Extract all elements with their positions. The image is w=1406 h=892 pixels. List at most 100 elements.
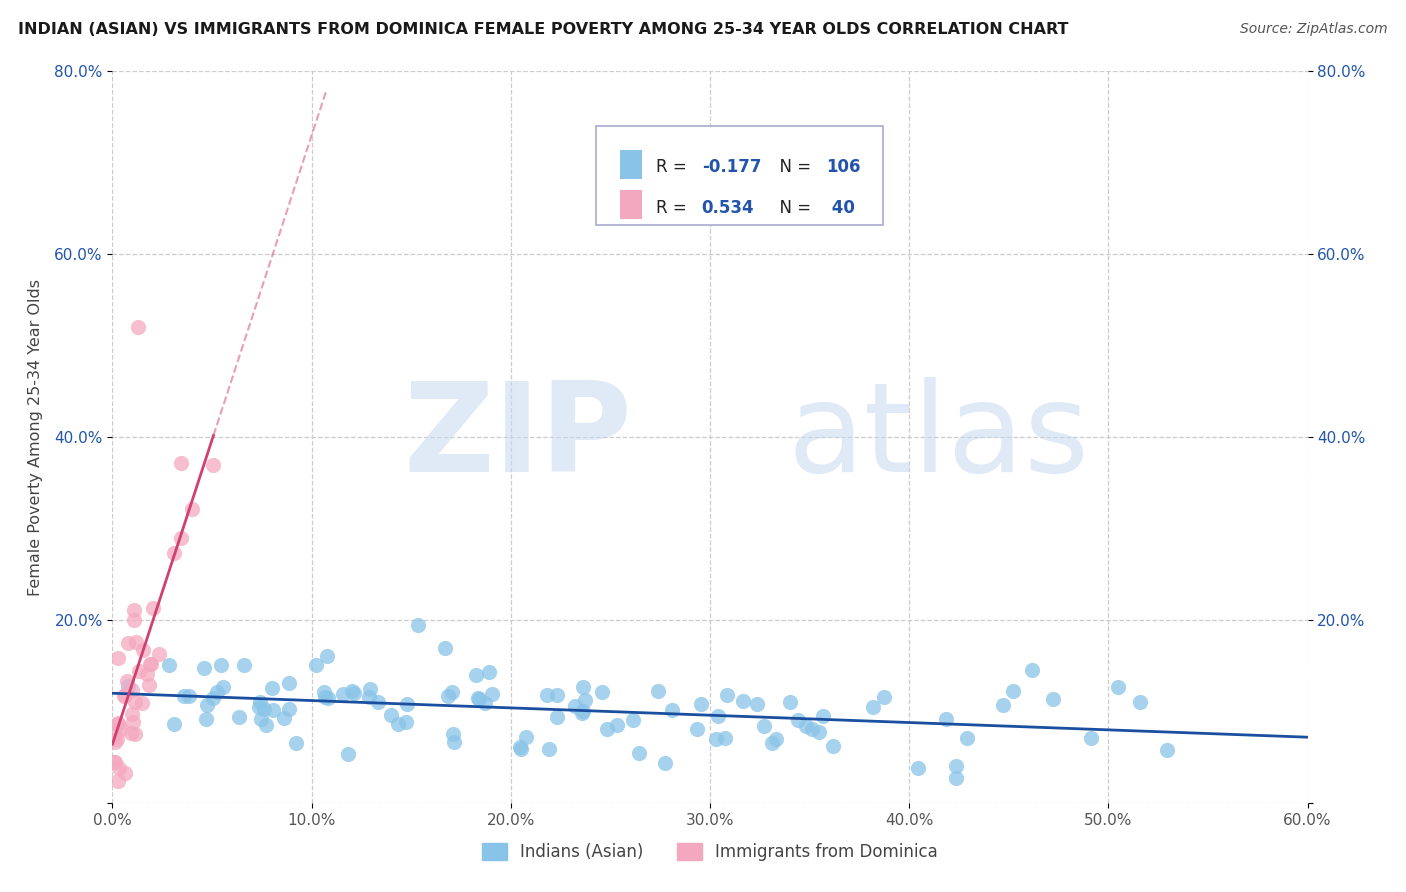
- Point: [654, 756, 676, 770]
- Point: [436, 689, 458, 703]
- FancyBboxPatch shape: [620, 190, 643, 219]
- Text: INDIAN (ASIAN) VS IMMIGRANTS FROM DOMINICA FEMALE POVERTY AMONG 25-34 YEAR OLDS : INDIAN (ASIAN) VS IMMIGRANTS FROM DOMINI…: [18, 22, 1069, 37]
- Point: [357, 690, 380, 705]
- Point: [359, 681, 381, 696]
- Point: [945, 771, 967, 785]
- Point: [250, 712, 273, 726]
- Point: [468, 691, 491, 706]
- Legend: Indians (Asian), Immigrants from Dominica: Indians (Asian), Immigrants from Dominic…: [475, 836, 945, 868]
- Point: [474, 696, 496, 710]
- Point: [228, 709, 250, 723]
- Point: [122, 603, 145, 617]
- Point: [336, 747, 359, 761]
- Point: [169, 531, 191, 545]
- Point: [173, 690, 195, 704]
- Y-axis label: Female Poverty Among 25-34 Year Olds: Female Poverty Among 25-34 Year Olds: [28, 278, 44, 596]
- Point: [621, 713, 644, 727]
- Point: [546, 688, 568, 702]
- Point: [170, 457, 193, 471]
- Point: [127, 320, 149, 334]
- Point: [114, 689, 136, 703]
- Text: -0.177: -0.177: [702, 158, 761, 177]
- Point: [107, 651, 129, 665]
- Point: [314, 690, 336, 704]
- Point: [278, 702, 301, 716]
- Point: [138, 657, 160, 672]
- Text: atlas: atlas: [787, 376, 1090, 498]
- Point: [574, 692, 596, 706]
- Point: [754, 719, 776, 733]
- Point: [120, 725, 142, 739]
- Point: [139, 657, 162, 671]
- Point: [315, 648, 337, 663]
- Point: [367, 695, 389, 709]
- Point: [394, 715, 416, 730]
- Point: [1002, 684, 1025, 698]
- Point: [254, 718, 277, 732]
- Point: [956, 731, 979, 745]
- Point: [103, 755, 125, 769]
- Point: [441, 685, 464, 699]
- Point: [318, 690, 340, 705]
- Point: [571, 705, 593, 719]
- Point: [112, 690, 135, 704]
- Point: [862, 699, 884, 714]
- Point: [202, 458, 225, 472]
- Point: [733, 694, 755, 708]
- Point: [201, 691, 224, 706]
- Text: 0.534: 0.534: [702, 199, 754, 217]
- Point: [148, 648, 170, 662]
- Text: 106: 106: [825, 158, 860, 177]
- Point: [180, 501, 202, 516]
- Point: [110, 722, 132, 736]
- Text: Source: ZipAtlas.com: Source: ZipAtlas.com: [1240, 22, 1388, 37]
- Point: [765, 731, 787, 746]
- Point: [536, 688, 558, 702]
- Point: [704, 731, 727, 746]
- Point: [690, 697, 713, 711]
- Point: [993, 698, 1015, 713]
- Text: ZIP: ZIP: [404, 376, 633, 498]
- Point: [124, 613, 146, 627]
- Point: [606, 717, 628, 731]
- Point: [157, 658, 180, 673]
- Point: [821, 739, 844, 753]
- Point: [253, 702, 276, 716]
- Point: [807, 724, 830, 739]
- Point: [125, 635, 148, 649]
- Point: [107, 773, 129, 788]
- Point: [117, 679, 139, 693]
- Point: [478, 665, 501, 679]
- Point: [136, 667, 159, 681]
- Point: [515, 731, 537, 745]
- Point: [481, 688, 503, 702]
- Point: [121, 706, 143, 721]
- Point: [396, 697, 419, 711]
- Point: [387, 717, 409, 731]
- Point: [107, 716, 129, 731]
- Point: [247, 700, 270, 714]
- Point: [1156, 743, 1178, 757]
- Point: [233, 658, 256, 673]
- Point: [706, 708, 728, 723]
- Point: [117, 674, 139, 689]
- Point: [1107, 680, 1129, 694]
- Point: [314, 685, 336, 699]
- Point: [207, 684, 229, 698]
- Point: [260, 681, 283, 695]
- Point: [907, 761, 929, 775]
- Point: [596, 722, 619, 736]
- Point: [467, 690, 489, 705]
- Text: 40: 40: [825, 199, 855, 217]
- Point: [128, 664, 150, 678]
- Point: [195, 698, 218, 712]
- Point: [121, 714, 143, 729]
- Point: [163, 546, 186, 560]
- Point: [284, 736, 307, 750]
- Point: [114, 766, 136, 780]
- Point: [686, 723, 709, 737]
- Point: [193, 661, 215, 675]
- Point: [131, 696, 153, 710]
- Point: [465, 667, 488, 681]
- Point: [262, 703, 284, 717]
